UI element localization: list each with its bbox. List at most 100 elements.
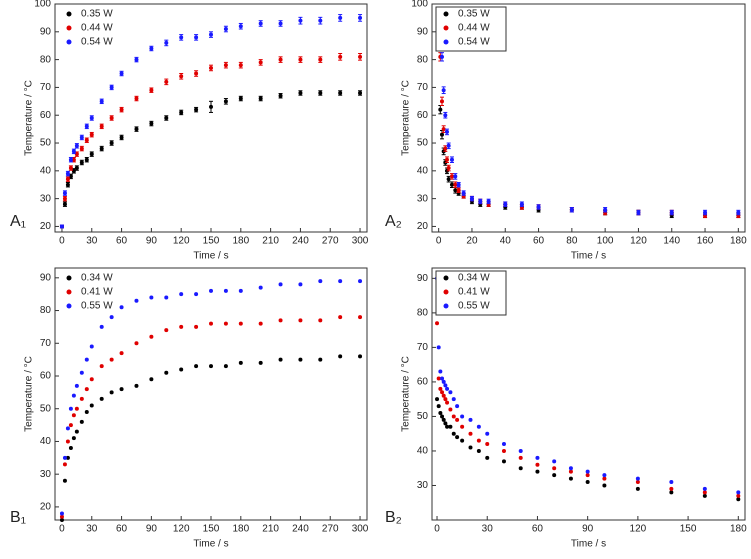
- x-tick-label: 60: [116, 236, 128, 247]
- data-point: [79, 396, 84, 401]
- data-point: [71, 149, 76, 154]
- x-tick-label: 210: [262, 524, 279, 535]
- legend-marker: [66, 11, 72, 17]
- x-tick-label: 100: [597, 236, 614, 247]
- x-tick-label: 300: [352, 524, 369, 535]
- data-point: [338, 90, 343, 95]
- data-point: [84, 357, 89, 362]
- data-point: [444, 129, 449, 134]
- data-point: [476, 438, 481, 443]
- data-point: [455, 435, 460, 440]
- data-point: [298, 357, 303, 362]
- data-point: [703, 210, 708, 215]
- legend-label: 0.35 W: [458, 9, 490, 20]
- data-point: [455, 404, 460, 409]
- data-point: [84, 157, 89, 162]
- data-point: [436, 345, 441, 350]
- y-tick-label: 30: [40, 193, 52, 204]
- plot-frame: [431, 267, 746, 521]
- x-tick-label: 30: [86, 236, 98, 247]
- data-point: [358, 54, 363, 59]
- data-point: [669, 486, 674, 491]
- data-point: [258, 96, 263, 101]
- data-point: [164, 116, 169, 120]
- data-point: [535, 462, 540, 467]
- y-tick-label: 70: [417, 82, 429, 93]
- data-point: [134, 127, 139, 132]
- data-point: [119, 135, 124, 140]
- legend-label: 0.54 W: [458, 37, 490, 48]
- data-point: [209, 364, 213, 369]
- data-point: [552, 473, 557, 478]
- data-point: [74, 166, 79, 171]
- data-point: [278, 357, 283, 362]
- y-tick-label: 30: [417, 480, 429, 491]
- y-tick-label: 100: [34, 0, 51, 10]
- data-point: [602, 473, 607, 478]
- data-point: [485, 455, 490, 460]
- y-tick-label: 80: [417, 308, 429, 319]
- data-point: [444, 157, 449, 162]
- legend-marker: [443, 11, 449, 17]
- data-point: [278, 21, 283, 26]
- data-point: [439, 99, 444, 104]
- data-point: [460, 424, 465, 429]
- data-point: [568, 476, 573, 481]
- x-tick-label: 30: [86, 524, 98, 535]
- data-point: [194, 107, 199, 112]
- x-axis-title: Time / s: [571, 539, 606, 550]
- data-point: [179, 110, 184, 115]
- legend-label: 0.41 W: [81, 287, 113, 298]
- data-point: [65, 439, 70, 444]
- x-tick-label: 270: [322, 524, 339, 535]
- data-point: [134, 383, 139, 388]
- data-point: [194, 364, 199, 369]
- legend-marker: [443, 303, 449, 309]
- data-point: [59, 514, 64, 519]
- data-point: [209, 65, 213, 70]
- data-point: [448, 407, 453, 412]
- data-point: [358, 354, 363, 359]
- x-tick-label: 210: [262, 236, 279, 247]
- y-tick-label: 20: [40, 221, 52, 232]
- data-point: [149, 295, 154, 300]
- data-point: [84, 124, 89, 129]
- data-point: [449, 182, 454, 187]
- data-point: [476, 424, 481, 429]
- y-tick-label: 70: [40, 82, 52, 93]
- legend-marker: [443, 289, 449, 295]
- data-point: [552, 466, 557, 471]
- data-point: [65, 182, 70, 187]
- y-tick-label: 50: [417, 138, 429, 149]
- data-point: [503, 202, 508, 207]
- data-point: [65, 426, 70, 431]
- y-tick-label: 70: [40, 338, 52, 349]
- data-point: [451, 431, 456, 436]
- data-point: [62, 196, 67, 201]
- data-point: [59, 224, 64, 229]
- data-point: [65, 171, 70, 176]
- data-point: [448, 424, 453, 429]
- data-point: [179, 324, 184, 329]
- data-point: [439, 54, 444, 59]
- x-axis-title: Time / s: [571, 251, 606, 262]
- data-point: [179, 74, 184, 79]
- data-point: [298, 90, 303, 95]
- data-point: [99, 124, 104, 129]
- data-point: [62, 455, 67, 460]
- data-point: [438, 410, 443, 415]
- data-point: [65, 455, 70, 460]
- data-point: [519, 202, 524, 207]
- data-point: [435, 397, 440, 402]
- data-point: [238, 360, 243, 365]
- data-point: [71, 168, 76, 173]
- data-point: [318, 57, 323, 62]
- data-point: [134, 96, 139, 101]
- data-point: [338, 15, 343, 20]
- legend-marker: [443, 25, 449, 31]
- legend-marker: [66, 275, 72, 281]
- x-tick-label: 300: [352, 236, 369, 247]
- data-point: [436, 404, 441, 409]
- data-point: [568, 466, 573, 471]
- data-point: [79, 146, 84, 151]
